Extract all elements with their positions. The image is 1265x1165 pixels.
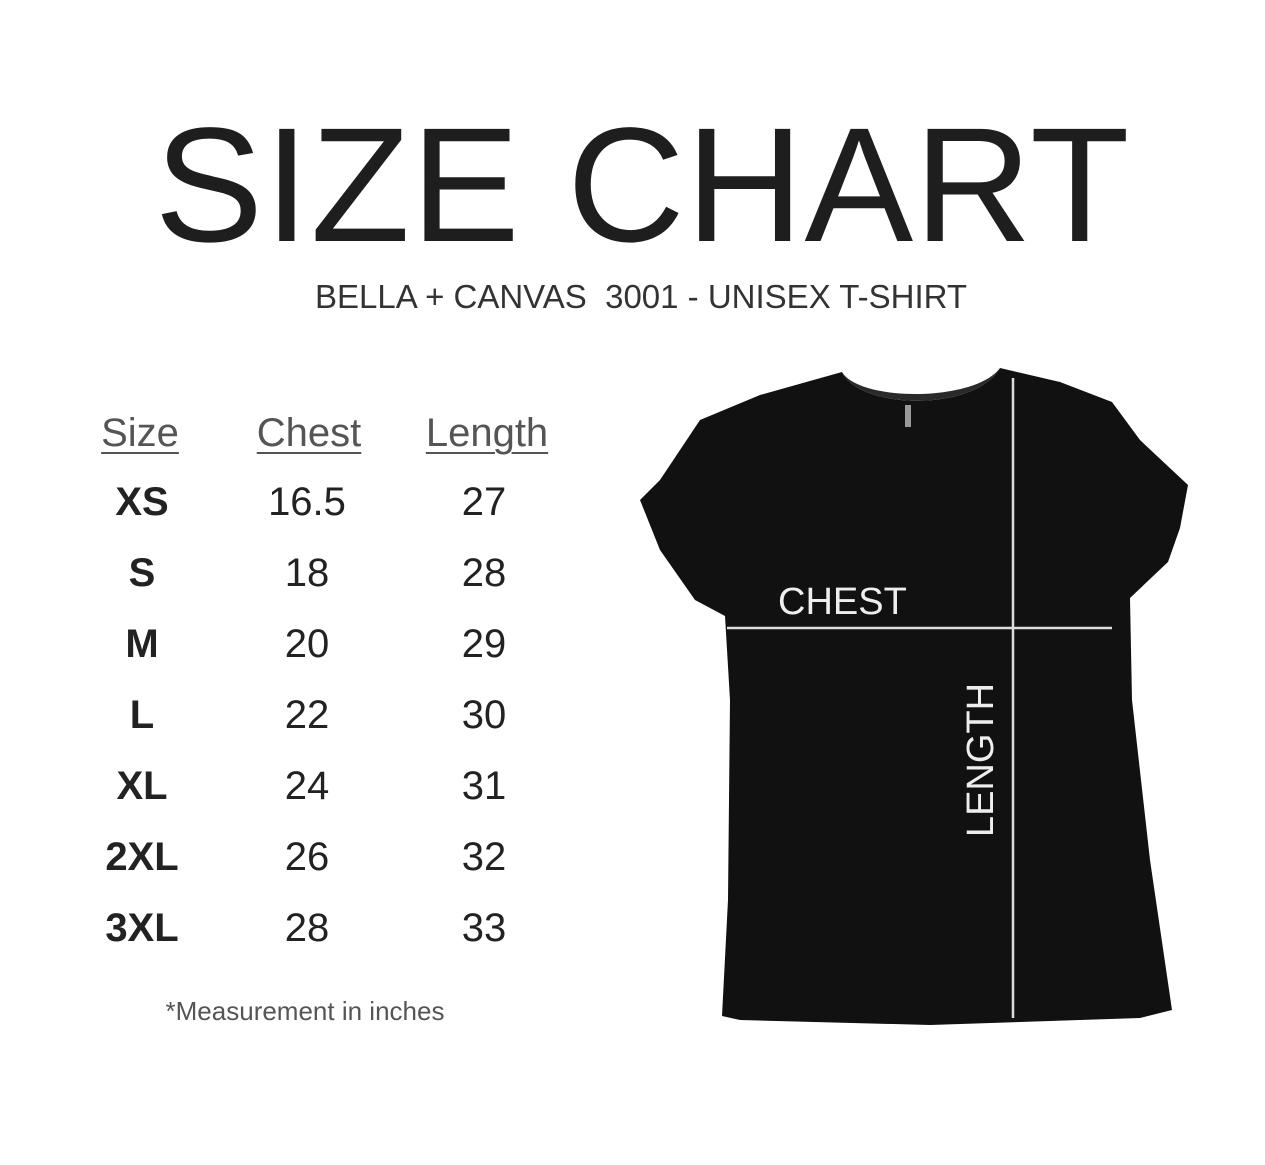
cell-chest: 22 bbox=[284, 693, 330, 737]
tshirt-image bbox=[640, 368, 1188, 1025]
cell-length: 27 bbox=[461, 480, 507, 524]
header-chest: Chest bbox=[256, 411, 362, 455]
product-subtitle: BELLA + CANVAS 3001 - UNISEX T-SHIRT bbox=[314, 278, 968, 315]
cell-length: 29 bbox=[461, 622, 507, 666]
page-title: SIZE CHART bbox=[154, 93, 1131, 276]
chest-label: CHEST bbox=[778, 581, 907, 623]
cell-length: 33 bbox=[461, 906, 507, 950]
cell-chest: 16.5 bbox=[268, 480, 346, 524]
footnote: *Measurement in inches bbox=[165, 996, 445, 1026]
cell-size: 2XL bbox=[105, 835, 179, 879]
cell-chest: 18 bbox=[284, 551, 330, 595]
cell-length: 30 bbox=[461, 693, 507, 737]
cell-size: XL bbox=[116, 764, 168, 808]
cell-chest: 28 bbox=[284, 906, 330, 950]
cell-size: M bbox=[125, 622, 159, 666]
cell-size: XS bbox=[115, 480, 169, 524]
cell-size: S bbox=[128, 551, 156, 595]
cell-chest: 20 bbox=[284, 622, 330, 666]
length-label: LENGTH bbox=[960, 683, 1002, 837]
cell-chest: 26 bbox=[284, 835, 330, 879]
header-size: Size bbox=[101, 411, 179, 455]
cell-length: 32 bbox=[461, 835, 507, 879]
tshirt-tag bbox=[905, 405, 911, 427]
cell-size: L bbox=[129, 693, 155, 737]
cell-size: 3XL bbox=[105, 906, 179, 950]
cell-length: 28 bbox=[461, 551, 507, 595]
cell-length: 31 bbox=[461, 764, 507, 808]
header-length: Length bbox=[425, 411, 549, 455]
cell-chest: 24 bbox=[284, 764, 330, 808]
